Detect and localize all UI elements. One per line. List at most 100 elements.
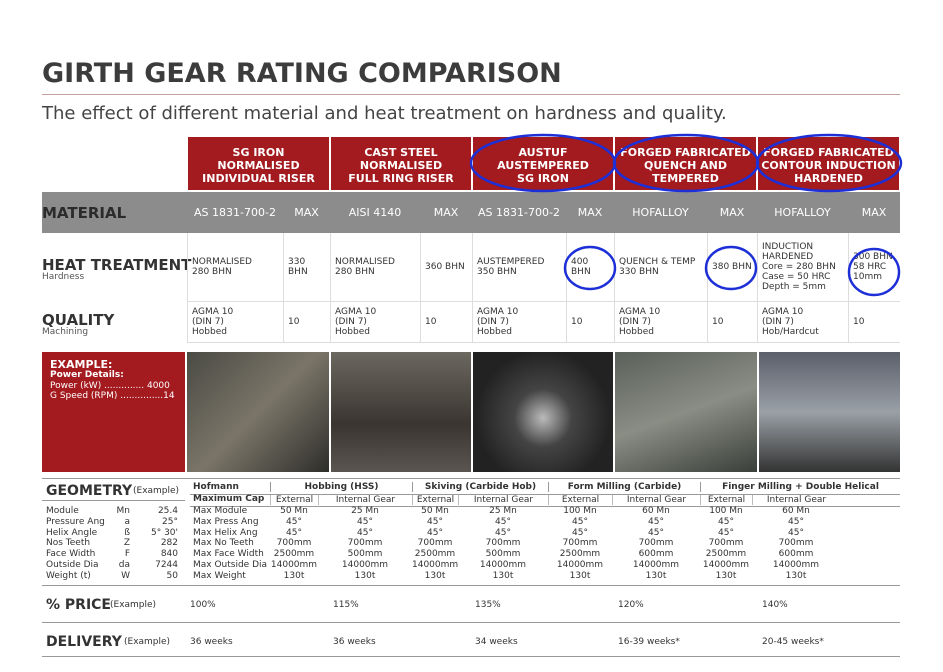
cell: 36 weeks xyxy=(333,637,376,647)
geometry-value: 25 Mn xyxy=(489,506,517,516)
geometry-value: 60 Mn xyxy=(782,506,810,516)
cell: 16-39 weeks* xyxy=(618,637,680,647)
cap-label: Max Helix Ang xyxy=(193,527,258,538)
cell: 380 BHN xyxy=(707,233,757,302)
geometry-value: 50 Mn xyxy=(421,506,449,516)
photo xyxy=(759,352,900,472)
geometry-value: 60 Mn xyxy=(642,506,670,516)
geometry-value: 700mm xyxy=(276,538,312,549)
row-note: (Example) xyxy=(124,637,171,647)
circle xyxy=(612,133,760,193)
param-value: 25.4 xyxy=(157,506,178,516)
method-header: Form Milling (Carbide) xyxy=(548,482,700,492)
geometry-value: 14000mm xyxy=(702,560,750,570)
subtitle: The effect of different material and hea… xyxy=(42,103,727,124)
cell: 330 BHN xyxy=(283,233,330,302)
cell: 100% xyxy=(190,600,216,610)
circle xyxy=(847,247,901,297)
param-name: Face Width xyxy=(46,549,96,560)
example-title: EXAMPLE: xyxy=(50,358,113,371)
geometry-value: 14000mm xyxy=(412,560,459,570)
param-symbol: F xyxy=(124,549,130,560)
rule xyxy=(42,94,900,95)
geometry-value: 130t xyxy=(424,570,446,581)
cap-label: Max No Teeth xyxy=(193,538,254,549)
cell: 140% xyxy=(762,600,788,610)
method-header: Hobbing (HSS) xyxy=(270,482,412,492)
column-header: SG IRON NORMALISED INDIVIDUAL RISER xyxy=(188,137,329,190)
title: GIRTH GEAR RATING COMPARISON xyxy=(42,58,562,89)
cap-label: Max Face Width xyxy=(193,549,264,560)
cell: 10 xyxy=(707,302,757,343)
geometry-value: 45° xyxy=(357,516,373,527)
column-header: AUSTUF AUSTEMPERED SG IRON xyxy=(473,137,613,190)
param-name: Weight (t) xyxy=(46,570,91,581)
cell: MAX xyxy=(433,205,459,219)
cap-label: Max Press Ang xyxy=(193,516,259,527)
geometry-value: 700mm xyxy=(778,538,814,549)
row-label: % PRICE xyxy=(46,597,111,613)
geometry-value: 2500mm xyxy=(273,549,315,560)
geometry-value: 130t xyxy=(715,570,737,581)
param-value: 840 xyxy=(160,549,178,560)
geometry-note: (Example) xyxy=(133,486,180,496)
cell: HOFALLOY xyxy=(774,205,831,219)
param-value: 50 xyxy=(166,570,178,581)
geometry-value: 45° xyxy=(718,527,734,538)
geometry-value: 14000mm xyxy=(632,560,680,570)
geometry-value: 45° xyxy=(648,516,664,527)
geometry-value: 25 Mn xyxy=(351,506,379,516)
param-name: Nos Teeth xyxy=(46,538,91,549)
geometry-value: 45° xyxy=(788,516,804,527)
geometry-value: 700mm xyxy=(708,538,744,549)
row-sublabel: Machining xyxy=(42,326,89,337)
geometry-value: 14000mm xyxy=(772,560,820,570)
geometry-value: 130t xyxy=(645,570,667,581)
cell: MAX xyxy=(577,205,603,219)
geometry-value: 700mm xyxy=(347,538,383,549)
geometry-value: 14000mm xyxy=(556,560,604,570)
geometry-value: 700mm xyxy=(485,538,521,549)
column-header: CAST STEEL NORMALISED FULL RING RISER xyxy=(331,137,471,190)
param-value: 5° 30' xyxy=(150,527,178,538)
cell: AISI 4140 xyxy=(348,205,402,219)
geometry-value: 45° xyxy=(572,527,588,538)
column-header: FORGED FABRICATED CONTOUR INDUCTION HARD… xyxy=(758,137,899,190)
circle xyxy=(704,245,758,291)
geometry-value: 14000mm xyxy=(479,560,527,570)
geometry-value: 45° xyxy=(788,527,804,538)
geometry-value: 45° xyxy=(718,516,734,527)
row-label: QUALITY xyxy=(42,310,115,329)
geometry-value: 130t xyxy=(569,570,591,581)
geometry-value: 14000mm xyxy=(270,560,318,570)
divider xyxy=(190,494,900,495)
row-label: DELIVERY xyxy=(46,634,122,650)
cell: 135% xyxy=(475,600,501,610)
geometry-value: 45° xyxy=(572,516,588,527)
geometry-value: 45° xyxy=(427,516,443,527)
hofmann-header: Maximum Cap xyxy=(193,494,265,504)
geometry-value: 130t xyxy=(283,570,305,581)
param-name: Module xyxy=(46,506,79,516)
param-name: Helix Angle xyxy=(46,527,98,538)
param-symbol: da xyxy=(118,560,130,570)
geometry-value: 2500mm xyxy=(559,549,601,560)
geometry-value: 45° xyxy=(495,527,511,538)
row-label: HEAT TREATMENT xyxy=(42,255,192,274)
geometry-value: 2500mm xyxy=(705,549,747,560)
divider xyxy=(42,585,900,586)
column-header: FORGED FABRICATED QUENCH AND TEMPERED xyxy=(615,137,756,190)
geometry-value: 45° xyxy=(357,527,373,538)
cell: AS 1831-700-2 xyxy=(194,205,276,219)
geometry-value: 45° xyxy=(427,527,443,538)
subheader: External xyxy=(700,495,752,505)
circle xyxy=(755,133,903,193)
hofmann-header: Hofmann xyxy=(193,482,239,492)
cell: MAX xyxy=(719,205,745,219)
subheader: External xyxy=(270,495,318,505)
row-note: (Example) xyxy=(110,600,157,610)
example-line: Power (kW) .............. 4000 xyxy=(50,381,170,391)
cell: 10 xyxy=(566,302,614,343)
